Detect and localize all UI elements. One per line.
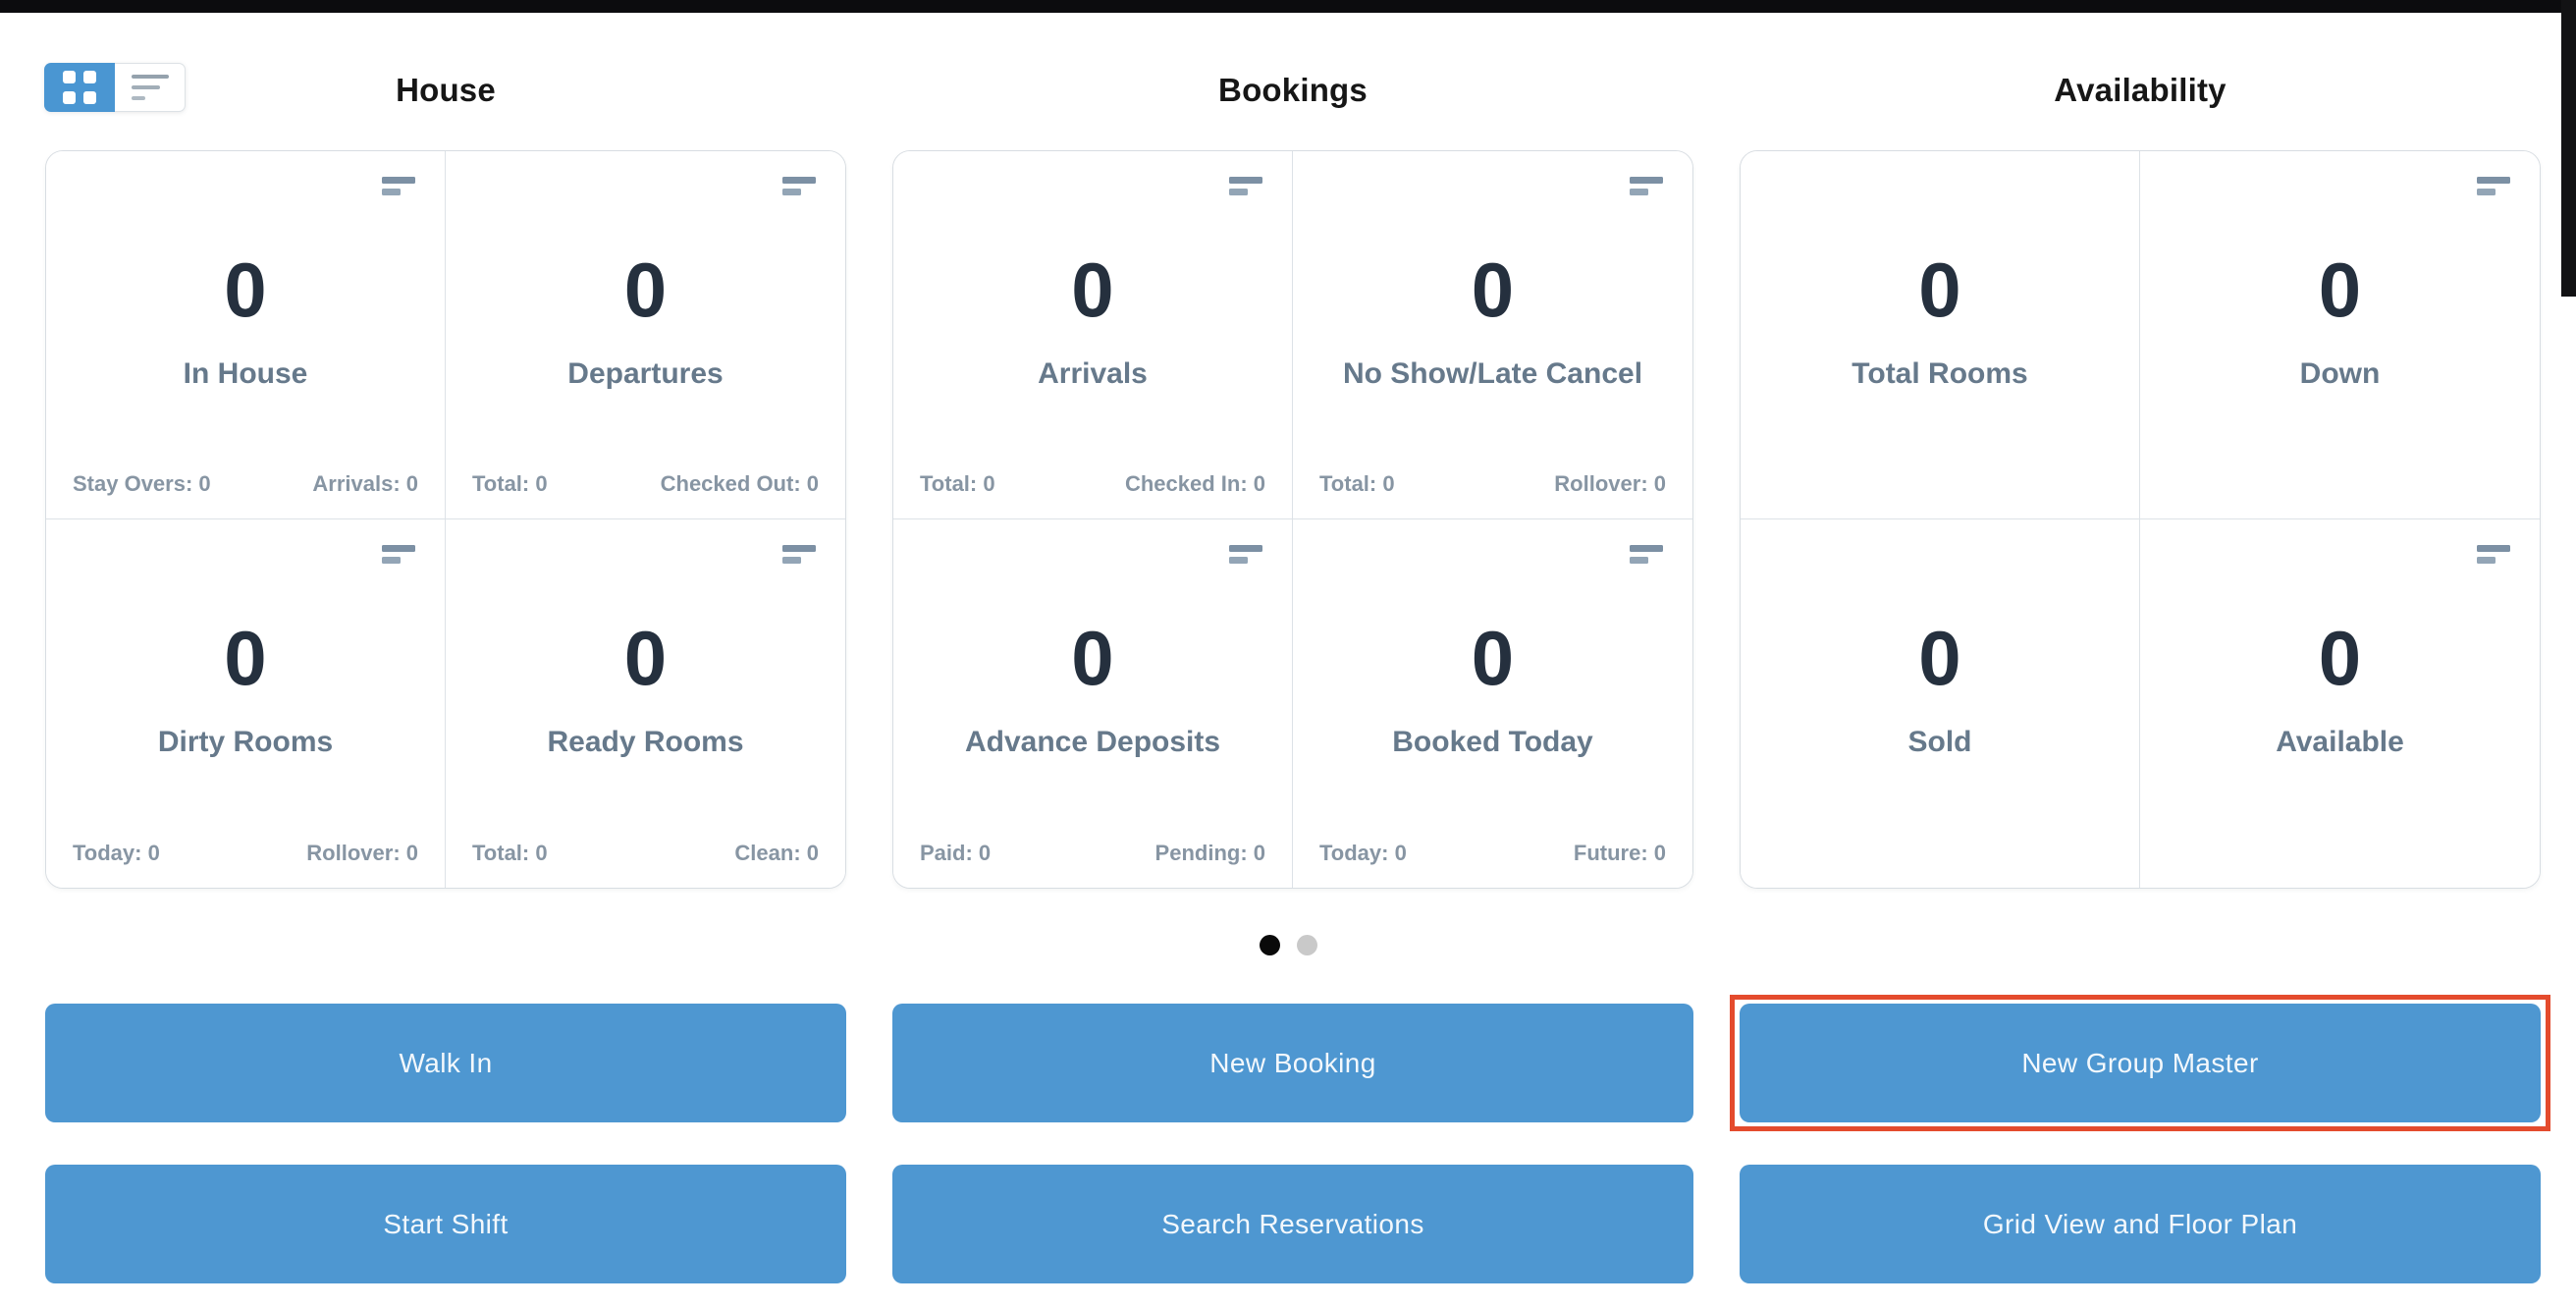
stat-label: Sold — [1907, 726, 1972, 758]
card-options-icon[interactable] — [782, 177, 816, 195]
grid-view-floor-plan-button[interactable]: Grid View and Floor Plan — [1740, 1165, 2541, 1283]
action-button-grid: Walk In New Booking New Group Master Sta… — [0, 995, 2576, 1283]
stat-value: 0 — [224, 246, 267, 333]
stat-footnote-right: Arrivals: 0 — [312, 471, 418, 496]
top-window-bar — [0, 0, 2576, 13]
list-view-button[interactable] — [115, 63, 186, 112]
card-options-icon[interactable] — [382, 177, 415, 195]
stat-card-arrivals[interactable]: 0 Arrivals Total: 0 Checked In: 0 — [893, 151, 1293, 519]
section-title-bookings: Bookings — [1218, 72, 1368, 108]
stat-footnote-right: Pending: 0 — [1154, 841, 1265, 865]
stat-card-sold[interactable]: 0 Sold — [1741, 519, 2140, 888]
stat-footnote-left: Total: 0 — [920, 471, 995, 496]
stat-card-departures[interactable]: 0 Departures Total: 0 Checked Out: 0 — [446, 151, 845, 519]
card-options-icon[interactable] — [2477, 545, 2510, 564]
dashboard-card-groups: 0 In House Stay Overs: 0 Arrivals: 0 0 D… — [0, 150, 2576, 889]
stat-value: 0 — [2318, 246, 2362, 333]
page-dot-1[interactable] — [1259, 935, 1280, 955]
stat-footnote-left: Stay Overs: 0 — [73, 471, 211, 496]
stat-card-in-house[interactable]: 0 In House Stay Overs: 0 Arrivals: 0 — [46, 151, 446, 519]
grid-view-button[interactable] — [44, 63, 115, 112]
card-options-icon[interactable] — [2477, 177, 2510, 195]
stat-label: In House — [183, 357, 308, 390]
section-title-house: House — [396, 72, 496, 108]
stat-label: Dirty Rooms — [157, 726, 334, 758]
stat-label: No Show/Late Cancel — [1342, 357, 1643, 390]
stat-footnote-left: Today: 0 — [1319, 841, 1407, 865]
section-header-row: House Bookings Availability — [0, 63, 2576, 112]
stat-label: Total Rooms — [1852, 357, 2028, 390]
stat-footnote-left: Paid: 0 — [920, 841, 992, 865]
stat-value: 0 — [623, 246, 668, 333]
stat-footnote-right: Clean: 0 — [734, 841, 819, 865]
card-options-icon[interactable] — [382, 545, 415, 564]
new-group-master-button[interactable]: New Group Master — [1740, 1004, 2541, 1122]
stat-footnote-left: Total: 0 — [472, 841, 548, 865]
stat-label: Advance Deposits — [964, 726, 1221, 758]
card-options-icon[interactable] — [1229, 545, 1262, 564]
grid-view-icon — [63, 71, 96, 104]
start-shift-button[interactable]: Start Shift — [45, 1165, 846, 1283]
stat-label: Booked Today — [1392, 726, 1593, 758]
house-card-group: 0 In House Stay Overs: 0 Arrivals: 0 0 D… — [45, 150, 846, 889]
card-options-icon[interactable] — [1630, 177, 1663, 195]
card-options-icon[interactable] — [782, 545, 816, 564]
stat-value: 0 — [1918, 615, 1961, 701]
stat-label: Down — [2299, 357, 2381, 390]
page-dot-2[interactable] — [1296, 935, 1317, 955]
stat-value: 0 — [623, 615, 668, 701]
stat-value: 0 — [1471, 615, 1515, 701]
stat-footnote-right: Rollover: 0 — [306, 841, 418, 865]
section-title-availability: Availability — [2054, 72, 2227, 108]
stat-footnote-left: Total: 0 — [1319, 471, 1395, 496]
stat-card-booked-today[interactable]: 0 Booked Today Today: 0 Future: 0 — [1293, 519, 1692, 888]
stat-card-dirty-rooms[interactable]: 0 Dirty Rooms Today: 0 Rollover: 0 — [46, 519, 446, 888]
stat-value: 0 — [1471, 246, 1515, 333]
stat-footnote-right: Checked In: 0 — [1124, 471, 1265, 496]
stat-footnote-right: Future: 0 — [1573, 841, 1666, 865]
stat-value: 0 — [2318, 615, 2362, 701]
walk-in-button[interactable]: Walk In — [45, 1004, 846, 1122]
card-options-icon[interactable] — [1630, 545, 1663, 564]
stat-card-no-show-late-cancel[interactable]: 0 No Show/Late Cancel Total: 0 Rollover:… — [1293, 151, 1692, 519]
stat-value: 0 — [1071, 246, 1114, 333]
stat-label: Departures — [567, 357, 724, 390]
stat-label: Available — [2276, 726, 2404, 758]
stat-footnote-right: Checked Out: 0 — [660, 471, 819, 496]
stat-label: Ready Rooms — [547, 726, 744, 758]
stat-card-advance-deposits[interactable]: 0 Advance Deposits Paid: 0 Pending: 0 — [893, 519, 1293, 888]
card-options-icon[interactable] — [1229, 177, 1262, 195]
new-booking-button[interactable]: New Booking — [892, 1004, 1693, 1122]
screen-edge-strip — [2561, 0, 2576, 297]
stat-card-ready-rooms[interactable]: 0 Ready Rooms Total: 0 Clean: 0 — [446, 519, 845, 888]
carousel-pagination — [0, 935, 2576, 955]
stat-value: 0 — [1918, 246, 1961, 333]
stat-footnote-left: Total: 0 — [472, 471, 548, 496]
search-reservations-button[interactable]: Search Reservations — [892, 1165, 1693, 1283]
view-mode-toggle[interactable] — [44, 63, 186, 112]
stat-value: 0 — [1071, 615, 1114, 701]
stat-footnote-right: Rollover: 0 — [1554, 471, 1666, 496]
list-view-icon — [131, 75, 169, 100]
stat-card-total-rooms[interactable]: 0 Total Rooms — [1741, 151, 2140, 519]
bookings-card-group: 0 Arrivals Total: 0 Checked In: 0 0 No S… — [892, 150, 1693, 889]
stat-value: 0 — [224, 615, 267, 701]
stat-card-down[interactable]: 0 Down — [2140, 151, 2540, 519]
availability-card-group: 0 Total Rooms 0 Down 0 Sold 0 Available — [1740, 150, 2541, 889]
stat-label: Arrivals — [1038, 357, 1148, 390]
stat-card-available[interactable]: 0 Available — [2140, 519, 2540, 888]
stat-footnote-left: Today: 0 — [73, 841, 160, 865]
